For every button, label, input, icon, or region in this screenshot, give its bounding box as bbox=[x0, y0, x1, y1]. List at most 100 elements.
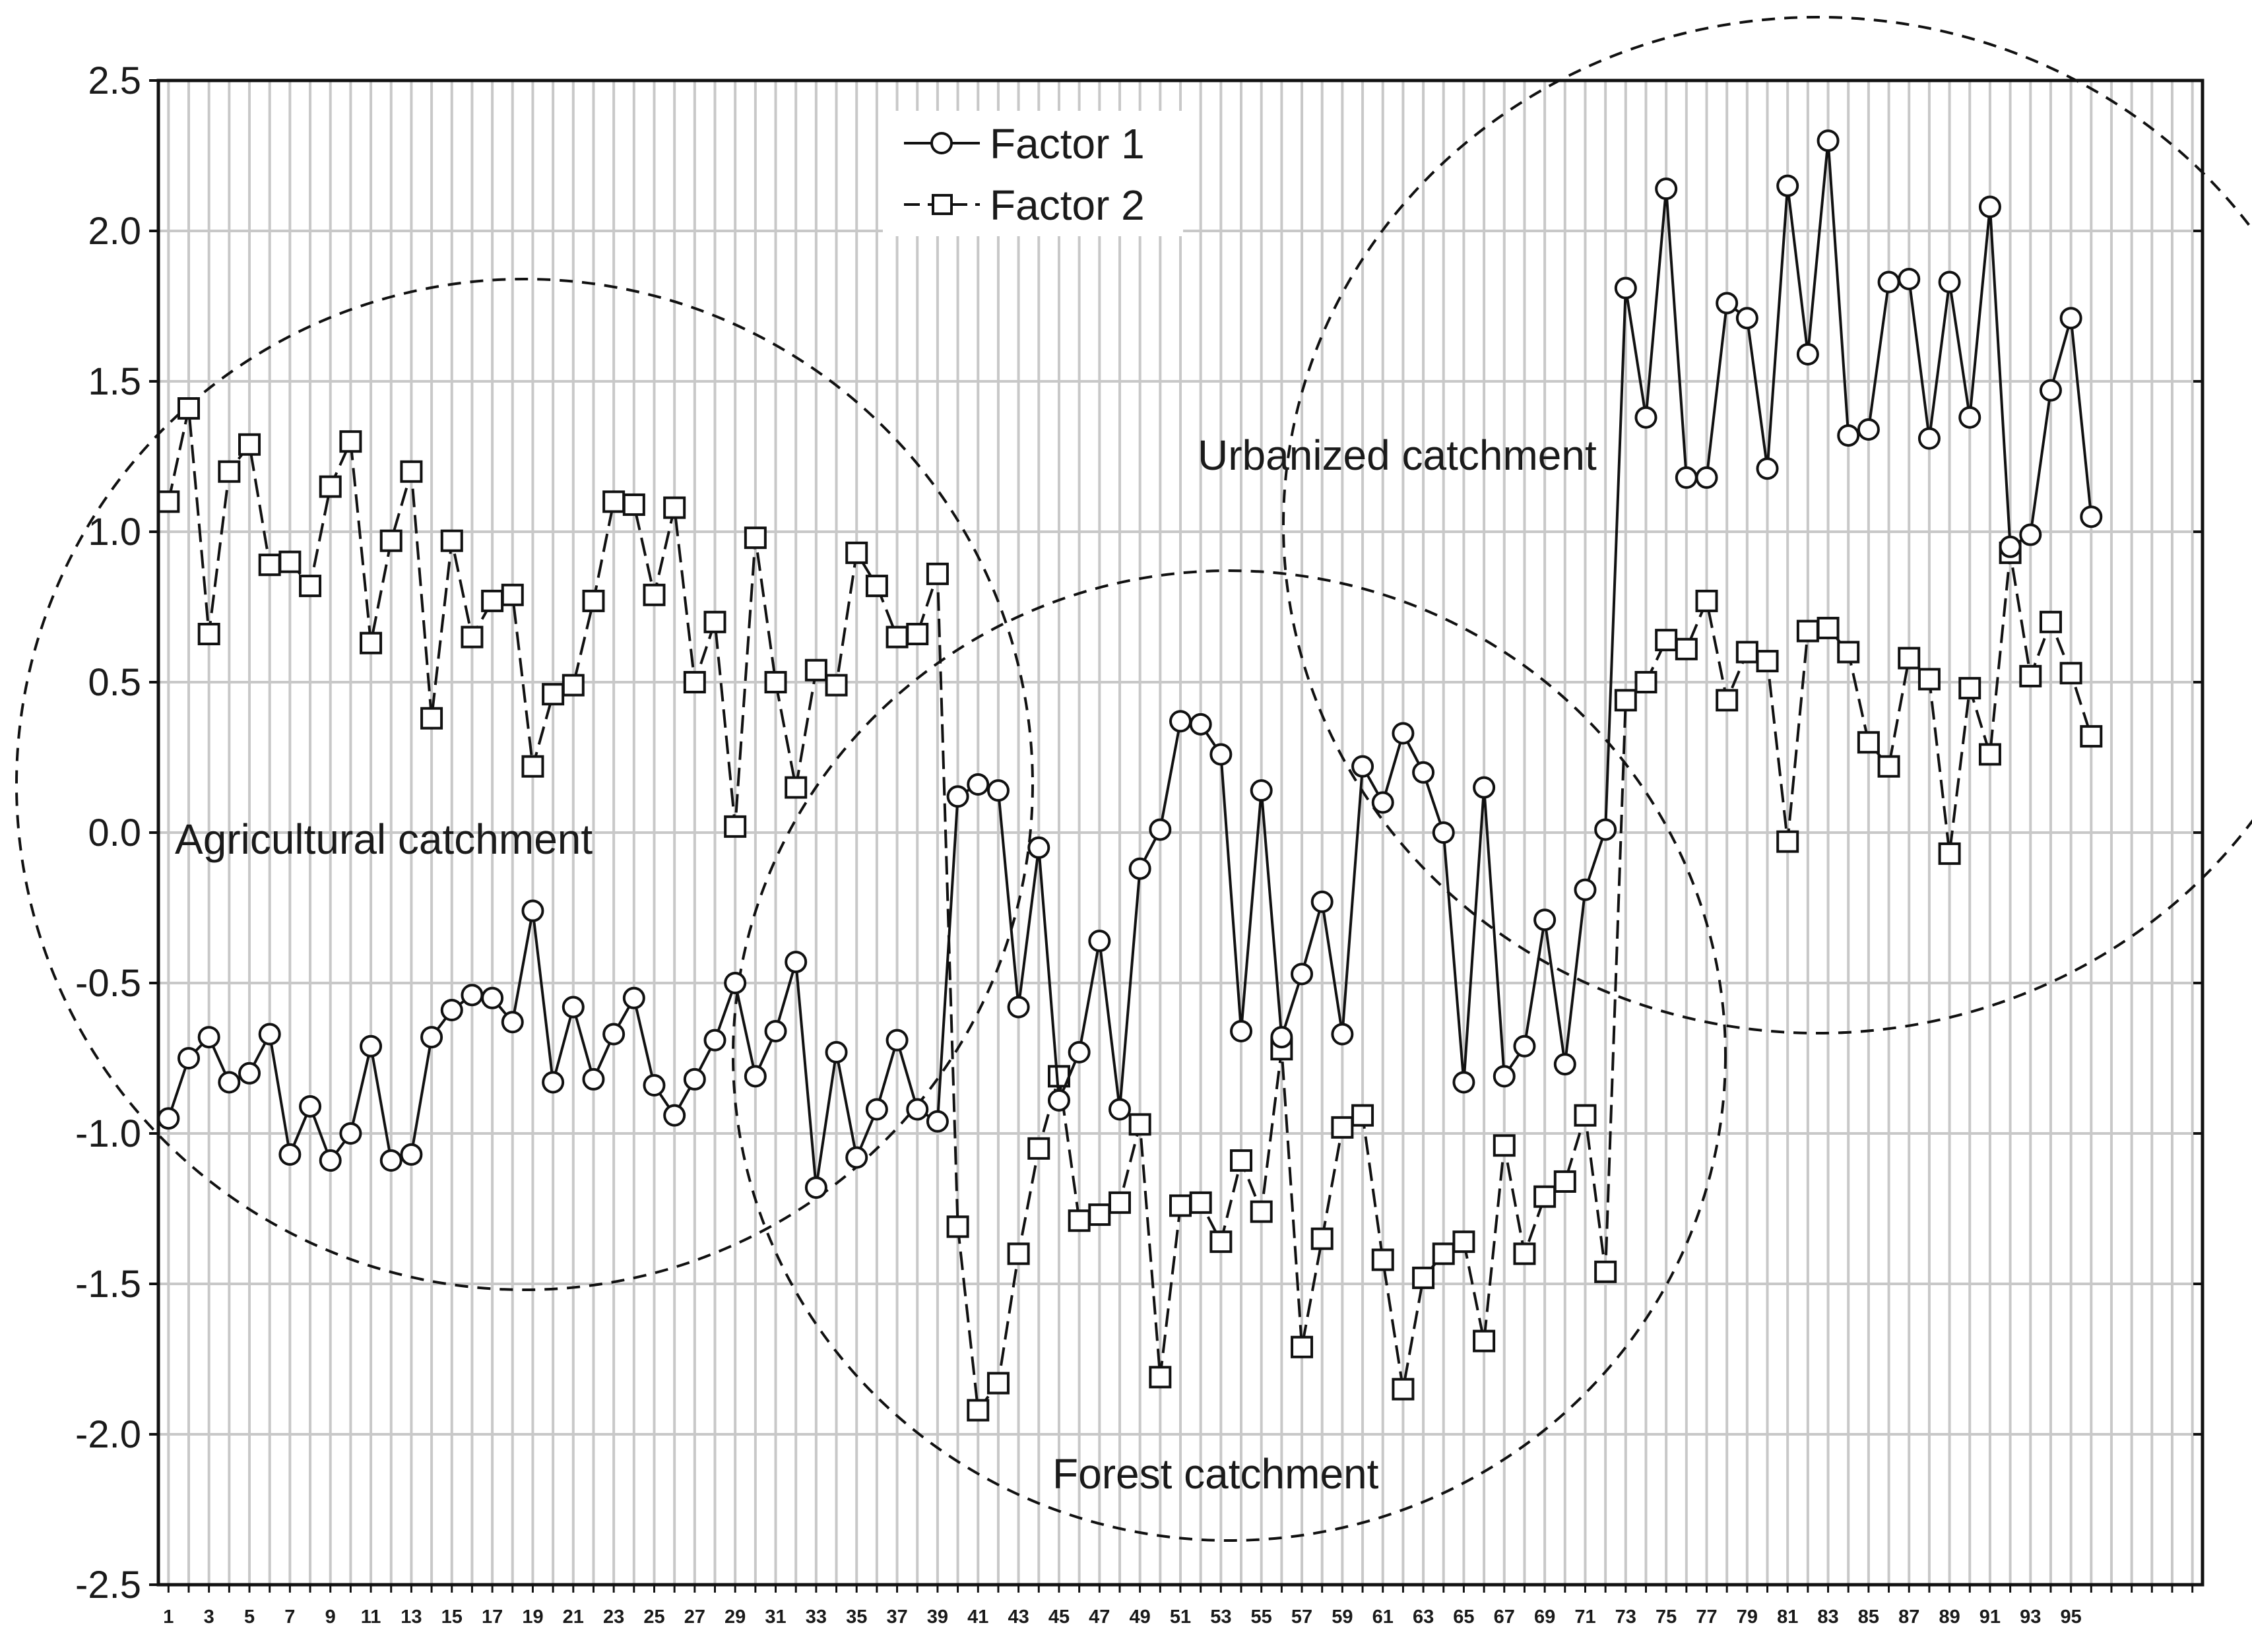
data-point-factor-2 bbox=[1392, 1378, 1415, 1401]
data-point-factor-1 bbox=[1007, 996, 1030, 1019]
x-tick-label: 5 bbox=[244, 1606, 255, 1628]
data-point-factor-1 bbox=[1716, 292, 1739, 315]
data-point-factor-1 bbox=[2080, 505, 2103, 528]
data-point-factor-1 bbox=[1695, 466, 1718, 489]
data-point-factor-1 bbox=[764, 1019, 787, 1042]
data-point-factor-1 bbox=[177, 1047, 201, 1069]
x-tick-label: 55 bbox=[1251, 1606, 1272, 1628]
y-tick-label: 2.0 bbox=[88, 210, 141, 253]
data-point-factor-2 bbox=[1594, 1260, 1617, 1283]
data-point-factor-1 bbox=[1999, 535, 2022, 558]
data-point-factor-2 bbox=[1412, 1266, 1435, 1289]
data-point-factor-2 bbox=[461, 625, 484, 649]
data-point-factor-2 bbox=[1917, 668, 1941, 691]
y-tick-label: 1.0 bbox=[88, 511, 141, 554]
data-point-factor-1 bbox=[663, 1104, 686, 1127]
data-point-factor-1 bbox=[157, 1107, 180, 1130]
data-point-factor-2 bbox=[501, 583, 524, 606]
data-point-factor-1 bbox=[683, 1067, 706, 1091]
legend-marker-factor-2 bbox=[932, 194, 953, 215]
data-point-factor-2 bbox=[1655, 629, 1678, 652]
x-tick-label: 41 bbox=[967, 1606, 988, 1628]
data-point-factor-2 bbox=[1452, 1230, 1475, 1254]
data-point-factor-2 bbox=[299, 575, 322, 598]
data-point-factor-1 bbox=[339, 1122, 362, 1145]
data-point-factor-1 bbox=[562, 996, 585, 1019]
data-point-factor-2 bbox=[1634, 671, 1657, 693]
data-point-factor-1 bbox=[703, 1029, 726, 1052]
data-point-factor-2 bbox=[542, 683, 565, 706]
data-point-factor-2 bbox=[2080, 725, 2103, 748]
data-point-factor-1 bbox=[2039, 379, 2062, 402]
data-point-factor-1 bbox=[1857, 418, 1880, 441]
x-tick-label: 75 bbox=[1656, 1606, 1677, 1628]
data-point-factor-2 bbox=[1776, 830, 1799, 853]
data-point-factor-2 bbox=[1169, 1194, 1192, 1217]
x-tick-label: 93 bbox=[2020, 1606, 2041, 1628]
x-tick-label: 65 bbox=[1453, 1606, 1474, 1628]
data-point-factor-2 bbox=[1189, 1191, 1212, 1214]
data-point-factor-2 bbox=[582, 589, 605, 612]
data-point-factor-2 bbox=[1695, 589, 1718, 612]
data-point-factor-1 bbox=[1230, 1019, 1253, 1042]
data-point-factor-1 bbox=[1877, 270, 1900, 294]
x-tick-label: 57 bbox=[1291, 1606, 1312, 1628]
data-point-factor-1 bbox=[946, 785, 969, 808]
data-point-factor-2 bbox=[339, 430, 362, 453]
data-point-factor-1 bbox=[967, 773, 990, 796]
data-point-factor-2 bbox=[1978, 743, 2001, 766]
data-point-factor-2 bbox=[663, 496, 686, 519]
x-tick-label: 61 bbox=[1372, 1606, 1394, 1628]
data-point-factor-1 bbox=[1108, 1098, 1131, 1121]
data-point-factor-1 bbox=[1291, 963, 1314, 986]
data-point-factor-2 bbox=[1796, 620, 1819, 643]
x-tick-label: 45 bbox=[1048, 1606, 1070, 1628]
data-point-factor-1 bbox=[1898, 267, 1921, 290]
data-point-factor-1 bbox=[440, 999, 463, 1022]
x-tick-label: 7 bbox=[284, 1606, 295, 1628]
data-point-factor-1 bbox=[804, 1176, 827, 1199]
annotation-forest: Forest catchment bbox=[1052, 1450, 1379, 1498]
data-point-factor-2 bbox=[804, 658, 827, 682]
data-point-factor-1 bbox=[1594, 818, 1617, 841]
data-point-factor-1 bbox=[785, 951, 808, 974]
data-point-factor-2 bbox=[2039, 610, 2062, 633]
x-tick-label: 51 bbox=[1170, 1606, 1191, 1628]
data-point-factor-1 bbox=[1574, 878, 1597, 901]
data-point-factor-1 bbox=[1432, 821, 1455, 844]
x-tick-label: 35 bbox=[846, 1606, 867, 1628]
y-tick-label: 0.0 bbox=[88, 811, 141, 854]
data-point-factor-1 bbox=[319, 1149, 342, 1172]
data-point-factor-1 bbox=[1978, 195, 2001, 218]
data-point-factor-2 bbox=[1817, 616, 1840, 639]
data-point-factor-2 bbox=[885, 625, 909, 649]
x-tick-label: 25 bbox=[643, 1606, 664, 1628]
data-point-factor-2 bbox=[764, 671, 787, 693]
data-point-factor-2 bbox=[1351, 1104, 1374, 1127]
data-point-factor-2 bbox=[1331, 1116, 1354, 1139]
data-point-factor-1 bbox=[1189, 713, 1212, 736]
data-point-factor-2 bbox=[1432, 1242, 1455, 1265]
data-point-factor-2 bbox=[258, 554, 281, 577]
data-point-factor-1 bbox=[1817, 129, 1840, 152]
data-point-factor-1 bbox=[1958, 406, 1981, 429]
data-point-factor-2 bbox=[420, 707, 443, 730]
data-point-factor-1 bbox=[1331, 1023, 1354, 1046]
data-point-factor-2 bbox=[1149, 1366, 1172, 1389]
series-factor-2 bbox=[157, 397, 2103, 1422]
x-tick-label: 47 bbox=[1089, 1606, 1110, 1628]
data-point-factor-2 bbox=[825, 674, 848, 697]
data-point-factor-2 bbox=[379, 529, 402, 552]
data-point-factor-1 bbox=[643, 1074, 666, 1097]
x-tick-label: 81 bbox=[1777, 1606, 1798, 1628]
data-point-factor-2 bbox=[724, 815, 747, 838]
x-tick-label: 15 bbox=[441, 1606, 463, 1628]
data-point-factor-1 bbox=[1270, 1026, 1293, 1049]
x-tick-label: 29 bbox=[724, 1606, 746, 1628]
data-point-factor-2 bbox=[1291, 1335, 1314, 1358]
data-point-factor-1 bbox=[1149, 818, 1172, 841]
y-axis-ticks: 2.5 2.0 1.5 1.0 0.5 0.0 -0.5 -1.0 -1.5 -2.0 -2.5 bbox=[75, 59, 2203, 1606]
x-tick-label: 53 bbox=[1210, 1606, 1231, 1628]
